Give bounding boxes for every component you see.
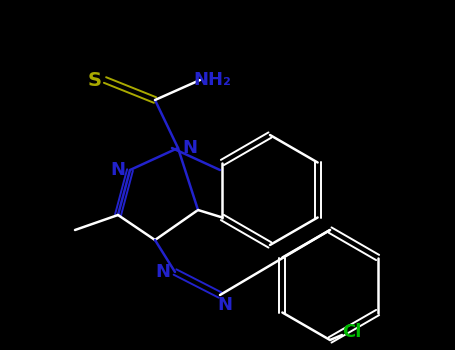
Text: NH₂: NH₂ [193,71,231,89]
Text: S: S [88,70,102,90]
Text: Cl: Cl [342,323,362,341]
Text: N: N [217,296,233,314]
Text: N: N [156,263,171,281]
Text: N: N [111,161,126,179]
Text: N: N [182,139,197,157]
